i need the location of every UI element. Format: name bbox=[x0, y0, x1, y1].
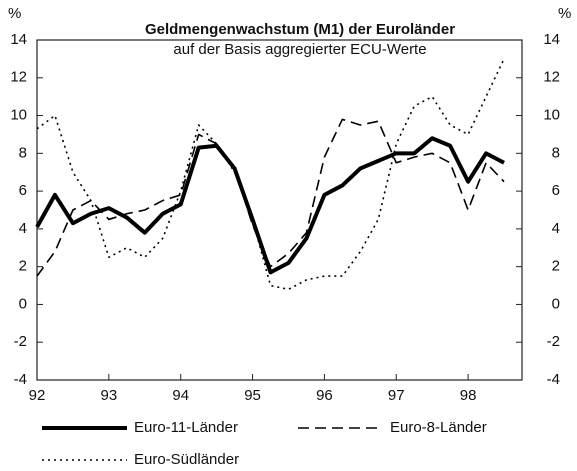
y-tick-label: 4 bbox=[19, 220, 27, 237]
y2-tick-label: 12 bbox=[543, 69, 560, 86]
series-line bbox=[36, 118, 505, 277]
y-tick-label: 2 bbox=[19, 258, 27, 275]
x-tick-label: 97 bbox=[388, 387, 405, 404]
chart-subtitle: auf der Basis aggregierter ECU-Werte bbox=[173, 41, 426, 58]
y2-tick-label: 4 bbox=[552, 220, 560, 237]
y-tick-label: -2 bbox=[14, 333, 27, 350]
legend-label: Euro-8-Länder bbox=[390, 419, 487, 436]
y-tick-label: -4 bbox=[14, 371, 27, 388]
legend-label: Euro-Südländer bbox=[134, 451, 239, 468]
series-line bbox=[35, 136, 505, 275]
x-tick-label: 94 bbox=[172, 387, 189, 404]
y2-tick-label: 8 bbox=[552, 144, 560, 161]
x-tick-label: 98 bbox=[460, 387, 477, 404]
y-unit: % bbox=[8, 5, 21, 22]
legend-label: Euro-11-Länder bbox=[134, 419, 238, 436]
x-tick-label: 92 bbox=[29, 387, 46, 404]
y2-unit: % bbox=[558, 5, 571, 22]
x-tick-label: 95 bbox=[244, 387, 261, 404]
x-tick-label: 93 bbox=[101, 387, 118, 404]
y-tick-label: 8 bbox=[19, 144, 27, 161]
y2-tick-label: 6 bbox=[552, 182, 560, 199]
y2-tick-label: -2 bbox=[547, 333, 560, 350]
x-tick-label: 96 bbox=[316, 387, 333, 404]
y-tick-label: 6 bbox=[19, 182, 27, 199]
y2-tick-label: 10 bbox=[543, 107, 560, 124]
series-line bbox=[36, 58, 505, 291]
plot-frame bbox=[36, 39, 523, 381]
y2-tick-label: 0 bbox=[552, 295, 560, 312]
y-tick-label: 0 bbox=[19, 295, 27, 312]
y2-tick-label: -4 bbox=[547, 371, 560, 388]
y2-tick-label: 14 bbox=[543, 31, 560, 48]
y-tick-label: 12 bbox=[10, 69, 27, 86]
y-tick-label: 10 bbox=[10, 107, 27, 124]
y-tick-label: 14 bbox=[10, 31, 27, 48]
y2-tick-label: 2 bbox=[552, 258, 560, 275]
chart-title: Geldmengenwachstum (M1) der Euroländer bbox=[145, 21, 455, 38]
